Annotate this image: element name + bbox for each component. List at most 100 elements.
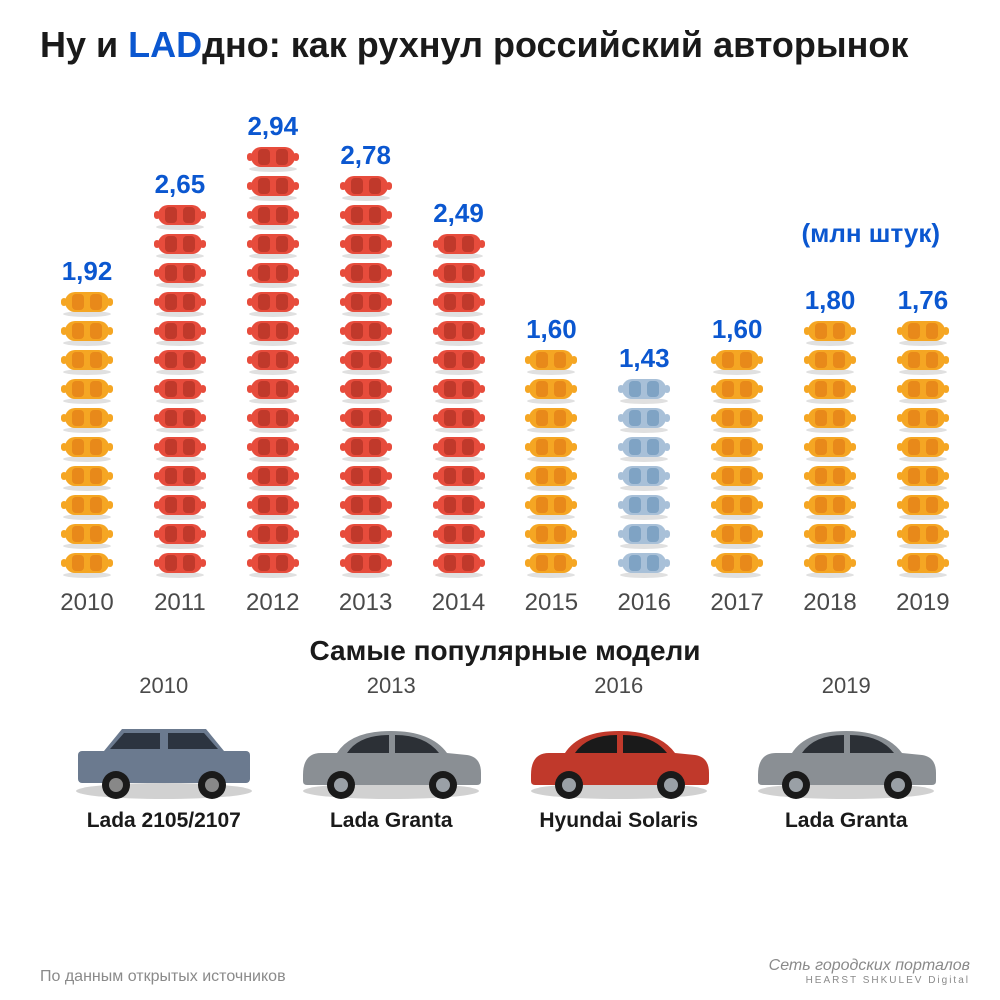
car-icon bbox=[245, 143, 301, 173]
car-icon bbox=[523, 520, 579, 550]
car-icon bbox=[245, 549, 301, 579]
model-name: Lada Granta bbox=[785, 809, 908, 833]
car-icon bbox=[616, 404, 672, 434]
model-year: 2013 bbox=[367, 673, 416, 699]
car-icon bbox=[895, 462, 951, 492]
car-icon bbox=[338, 520, 394, 550]
car-icon bbox=[709, 520, 765, 550]
column-value: 2,94 bbox=[247, 111, 298, 142]
car-icon bbox=[152, 549, 208, 579]
car-icon bbox=[152, 230, 208, 260]
chart-column: 1,92 bbox=[44, 256, 130, 617]
car-icon bbox=[431, 375, 487, 405]
model-name: Lada 2105/2107 bbox=[87, 809, 241, 833]
car-stack bbox=[431, 231, 487, 579]
chart-column: 1,60 bbox=[694, 314, 780, 617]
column-year: 2017 bbox=[710, 589, 763, 617]
column-year: 2011 bbox=[154, 589, 206, 617]
car-icon bbox=[338, 259, 394, 289]
car-side-icon bbox=[746, 703, 946, 803]
car-icon bbox=[59, 288, 115, 318]
car-side-icon bbox=[64, 703, 264, 803]
car-stack bbox=[338, 173, 394, 579]
car-icon bbox=[431, 404, 487, 434]
models-heading: Самые популярные модели bbox=[40, 635, 970, 667]
car-icon bbox=[523, 404, 579, 434]
car-icon bbox=[431, 346, 487, 376]
car-icon bbox=[616, 462, 672, 492]
car-icon bbox=[431, 549, 487, 579]
car-icon bbox=[152, 201, 208, 231]
column-year: 2015 bbox=[525, 589, 578, 617]
model-year: 2016 bbox=[594, 673, 643, 699]
car-stack bbox=[523, 347, 579, 579]
car-icon bbox=[152, 259, 208, 289]
car-icon bbox=[338, 549, 394, 579]
car-stack bbox=[709, 347, 765, 579]
car-icon bbox=[245, 230, 301, 260]
footer: По данным открытых источников Сеть город… bbox=[40, 957, 970, 986]
car-icon bbox=[338, 201, 394, 231]
car-icon bbox=[709, 404, 765, 434]
model-year: 2010 bbox=[139, 673, 188, 699]
car-icon bbox=[431, 259, 487, 289]
car-icon bbox=[523, 375, 579, 405]
car-icon bbox=[895, 491, 951, 521]
car-icon bbox=[802, 491, 858, 521]
car-icon bbox=[431, 520, 487, 550]
car-icon bbox=[802, 549, 858, 579]
car-icon bbox=[338, 491, 394, 521]
model-card: 2013 Lada Granta bbox=[281, 673, 501, 833]
car-icon bbox=[338, 346, 394, 376]
pictogram-bar-chart: 1,92 bbox=[40, 77, 970, 617]
car-icon bbox=[431, 433, 487, 463]
page-title: Ну и LADдно: как рухнул российский автор… bbox=[40, 24, 970, 65]
column-value: 1,80 bbox=[805, 285, 856, 316]
car-icon bbox=[338, 462, 394, 492]
model-card: 2019 Lada Granta bbox=[736, 673, 956, 833]
car-icon bbox=[338, 375, 394, 405]
car-icon bbox=[895, 317, 951, 347]
column-value: 2,65 bbox=[155, 169, 206, 200]
column-value: 1,60 bbox=[712, 314, 763, 345]
model-card: 2016 Hyundai Solaris bbox=[509, 673, 729, 833]
column-value: 2,49 bbox=[433, 198, 484, 229]
car-icon bbox=[431, 491, 487, 521]
column-year: 2013 bbox=[339, 589, 392, 617]
car-icon bbox=[895, 520, 951, 550]
column-value: 2,78 bbox=[340, 140, 391, 171]
car-icon bbox=[152, 404, 208, 434]
car-icon bbox=[338, 172, 394, 202]
car-icon bbox=[523, 549, 579, 579]
car-icon bbox=[709, 346, 765, 376]
column-value: 1,92 bbox=[62, 256, 113, 287]
car-icon bbox=[245, 491, 301, 521]
column-year: 2010 bbox=[60, 589, 113, 617]
title-pre: Ну и bbox=[40, 24, 128, 65]
car-icon bbox=[709, 462, 765, 492]
car-icon bbox=[245, 520, 301, 550]
car-icon bbox=[616, 549, 672, 579]
car-icon bbox=[152, 433, 208, 463]
car-icon bbox=[338, 433, 394, 463]
car-side-icon bbox=[519, 703, 719, 803]
car-side-icon bbox=[291, 703, 491, 803]
car-icon bbox=[802, 375, 858, 405]
car-icon bbox=[802, 404, 858, 434]
credit-sub: HEARST SHKULEV Digital bbox=[769, 975, 970, 986]
car-icon bbox=[245, 346, 301, 376]
column-year: 2019 bbox=[896, 589, 949, 617]
chart-column: 2,78 bbox=[323, 140, 409, 617]
chart-column: 1,76 bbox=[880, 285, 966, 617]
car-icon bbox=[709, 433, 765, 463]
car-icon bbox=[895, 404, 951, 434]
car-icon bbox=[802, 317, 858, 347]
car-icon bbox=[338, 230, 394, 260]
chart-column: 1,80 bbox=[787, 285, 873, 617]
car-icon bbox=[709, 491, 765, 521]
car-icon bbox=[152, 288, 208, 318]
car-icon bbox=[523, 346, 579, 376]
car-icon bbox=[59, 549, 115, 579]
column-value: 1,60 bbox=[526, 314, 577, 345]
car-icon bbox=[59, 346, 115, 376]
